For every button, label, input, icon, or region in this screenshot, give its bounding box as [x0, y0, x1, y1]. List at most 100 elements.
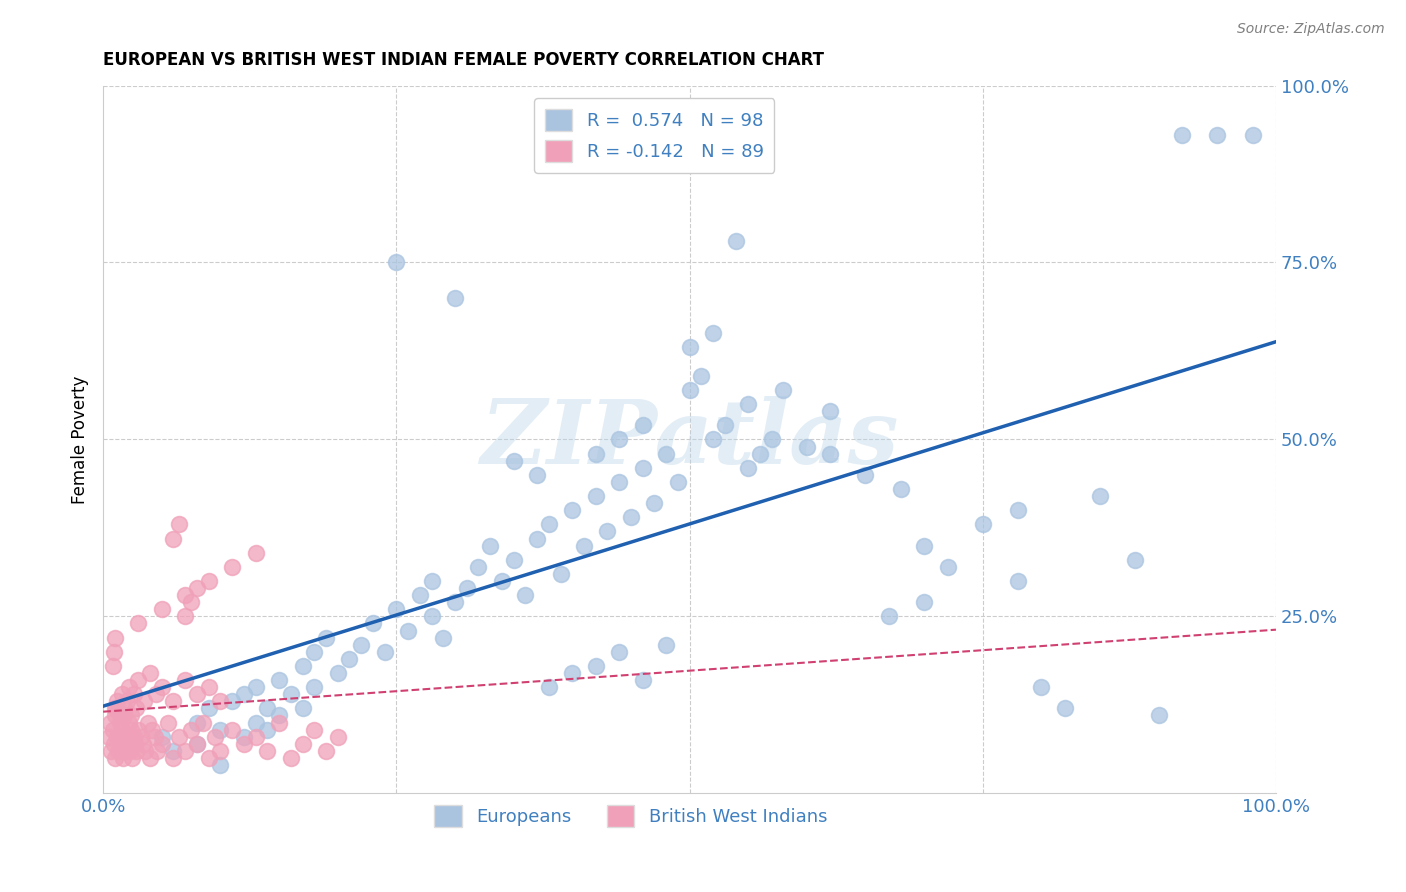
Point	[479, 539, 502, 553]
Point	[186, 715, 208, 730]
Point	[111, 723, 134, 737]
Point	[936, 559, 959, 574]
Point	[136, 715, 159, 730]
Point	[150, 680, 173, 694]
Point	[186, 737, 208, 751]
Point	[174, 609, 197, 624]
Point	[1031, 680, 1053, 694]
Point	[890, 482, 912, 496]
Point	[115, 730, 138, 744]
Point	[174, 588, 197, 602]
Point	[256, 701, 278, 715]
Point	[105, 694, 128, 708]
Point	[174, 744, 197, 758]
Point	[104, 701, 127, 715]
Point	[291, 701, 314, 715]
Point	[725, 234, 748, 248]
Point	[280, 687, 302, 701]
Point	[972, 517, 994, 532]
Point	[796, 440, 818, 454]
Point	[221, 559, 243, 574]
Point	[526, 467, 548, 482]
Point	[204, 730, 226, 744]
Point	[713, 418, 735, 433]
Point	[145, 687, 167, 701]
Point	[162, 694, 184, 708]
Point	[561, 503, 583, 517]
Point	[186, 737, 208, 751]
Point	[537, 680, 560, 694]
Point	[174, 673, 197, 687]
Point	[112, 708, 135, 723]
Point	[118, 715, 141, 730]
Point	[912, 595, 935, 609]
Point	[420, 574, 443, 588]
Point	[737, 397, 759, 411]
Point	[245, 730, 267, 744]
Point	[526, 532, 548, 546]
Point	[396, 624, 419, 638]
Point	[141, 723, 163, 737]
Point	[105, 701, 128, 715]
Point	[256, 744, 278, 758]
Point	[339, 652, 361, 666]
Point	[139, 751, 162, 765]
Point	[302, 680, 325, 694]
Point	[197, 680, 219, 694]
Point	[197, 574, 219, 588]
Point	[585, 659, 607, 673]
Point	[678, 340, 700, 354]
Point	[385, 255, 408, 269]
Point	[107, 744, 129, 758]
Point	[122, 730, 145, 744]
Point	[572, 539, 595, 553]
Point	[197, 701, 219, 715]
Point	[690, 368, 713, 383]
Point	[256, 723, 278, 737]
Point	[124, 737, 146, 751]
Point	[585, 489, 607, 503]
Point	[267, 715, 290, 730]
Point	[702, 326, 724, 341]
Point	[209, 758, 232, 772]
Point	[132, 737, 155, 751]
Point	[110, 737, 132, 751]
Point	[120, 744, 142, 758]
Point	[1147, 708, 1170, 723]
Point	[855, 467, 877, 482]
Point	[104, 631, 127, 645]
Point	[186, 687, 208, 701]
Point	[127, 616, 149, 631]
Point	[101, 723, 124, 737]
Point	[702, 433, 724, 447]
Point	[118, 680, 141, 694]
Point	[737, 460, 759, 475]
Point	[98, 730, 121, 744]
Point	[1053, 701, 1076, 715]
Point	[502, 453, 524, 467]
Point	[444, 291, 467, 305]
Point	[655, 638, 678, 652]
Point	[232, 737, 254, 751]
Point	[125, 744, 148, 758]
Point	[209, 694, 232, 708]
Point	[1007, 503, 1029, 517]
Point	[1123, 553, 1146, 567]
Point	[150, 602, 173, 616]
Point	[748, 447, 770, 461]
Point	[134, 694, 156, 708]
Point	[515, 588, 537, 602]
Point	[139, 666, 162, 681]
Text: EUROPEAN VS BRITISH WEST INDIAN FEMALE POVERTY CORRELATION CHART: EUROPEAN VS BRITISH WEST INDIAN FEMALE P…	[103, 51, 824, 69]
Point	[467, 559, 489, 574]
Point	[877, 609, 900, 624]
Point	[162, 751, 184, 765]
Point	[350, 638, 373, 652]
Point	[104, 708, 127, 723]
Point	[245, 715, 267, 730]
Point	[655, 447, 678, 461]
Point	[1206, 128, 1229, 142]
Point	[761, 433, 783, 447]
Point	[291, 737, 314, 751]
Point	[302, 723, 325, 737]
